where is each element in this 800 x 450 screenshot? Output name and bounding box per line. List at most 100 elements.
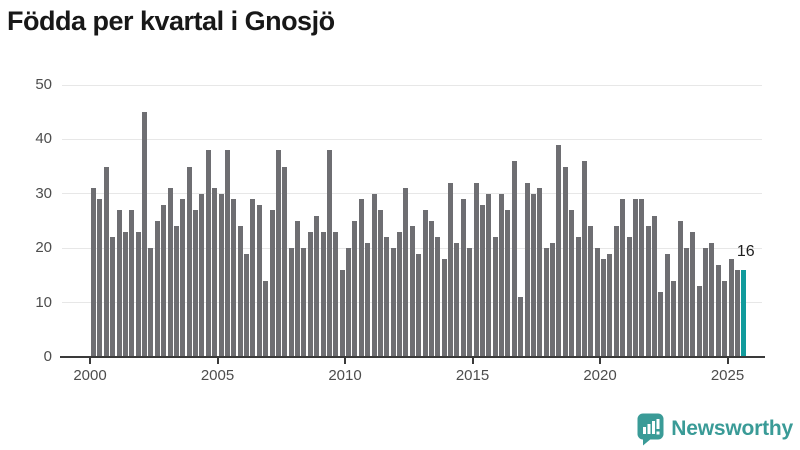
bar-2023-q2 (683, 248, 689, 357)
bar-2015-q2 (479, 204, 485, 357)
bar-2021-q1 (626, 237, 632, 357)
last-value-annotation: 16 (736, 242, 755, 260)
bar-2017-q1 (524, 182, 530, 357)
bar-2006-q4 (263, 280, 269, 357)
bar-2013-q2 (428, 221, 434, 357)
bar-2025-q1 (728, 259, 734, 357)
bar-2015-q1 (473, 182, 479, 357)
bar-2018-q1 (550, 242, 555, 357)
gridline-40 (62, 138, 762, 140)
bar-2005-q4 (237, 226, 243, 357)
bar-2019-q2 (581, 161, 587, 357)
y-axis-label-50: 50 (35, 76, 52, 93)
bar-2000-q4 (110, 237, 116, 357)
bar-2020-q3 (613, 226, 619, 357)
bar-2005-q2 (224, 150, 230, 357)
bar-2019-q4 (594, 248, 600, 357)
bar-2024-q1 (703, 248, 708, 357)
bar-2011-q1 (371, 193, 377, 357)
bar-2020-q4 (620, 199, 626, 357)
x-tick-2020 (599, 358, 601, 364)
bar-2011-q4 (390, 248, 396, 357)
bar-2010-q2 (352, 221, 358, 357)
y-axis-label-40: 40 (35, 130, 52, 148)
bar-2000-q2 (97, 199, 103, 357)
bar-2025-q3 (741, 269, 747, 357)
bar-2009-q1 (320, 231, 326, 357)
bar-2016-q2 (505, 210, 511, 357)
chart-title: Födda per kvartal i Gnosjö (7, 6, 335, 36)
x-axis-line (60, 356, 765, 358)
bar-2009-q4 (339, 269, 345, 357)
bar-2020-q2 (607, 253, 613, 357)
bar-2003-q3 (180, 199, 186, 357)
y-axis-label-0: 0 (43, 348, 52, 365)
bar-2008-q2 (301, 248, 307, 357)
bar-2015-q4 (492, 237, 498, 357)
bar-2010-q3 (358, 199, 364, 357)
bar-2007-q1 (269, 210, 275, 357)
bar-2022-q1 (652, 215, 657, 357)
bar-2004-q2 (199, 193, 205, 357)
bar-2002-q1 (142, 112, 147, 357)
bar-2012-q3 (409, 226, 415, 357)
bar-2007-q2 (275, 150, 281, 357)
bar-2014-q4 (467, 248, 473, 357)
y-axis-label-10: 10 (35, 293, 52, 311)
x-axis-label-2010: 2010 (328, 367, 362, 384)
bar-2019-q1 (575, 237, 581, 357)
bar-2016-q3 (511, 161, 517, 357)
bar-2002-q2 (148, 248, 154, 357)
bar-2006-q3 (256, 204, 262, 357)
bar-2010-q4 (365, 242, 371, 357)
bar-2014-q2 (454, 242, 460, 357)
bar-2006-q1 (244, 253, 249, 357)
bar-2016-q1 (499, 193, 504, 357)
bar-2009-q3 (333, 231, 339, 357)
bar-2024-q4 (722, 280, 728, 357)
bar-2008-q3 (307, 231, 313, 357)
bar-2023-q4 (696, 286, 702, 357)
y-axis-label-20: 20 (35, 239, 52, 257)
bar-2018-q4 (569, 210, 575, 357)
bar-2014-q3 (460, 199, 466, 357)
gridline-30 (62, 193, 762, 195)
bar-2004-q4 (212, 188, 218, 357)
bar-2007-q4 (288, 248, 294, 357)
brand-footer: Newsworthy (637, 412, 793, 446)
bar-2019-q3 (588, 226, 594, 357)
newsworthy-logo-icon (637, 413, 664, 446)
bar-2021-q3 (639, 199, 645, 357)
bar-2025-q2 (734, 269, 740, 357)
bar-2014-q1 (448, 182, 453, 357)
x-axis-label-2020: 2020 (583, 367, 617, 384)
bar-2018-q3 (562, 166, 568, 357)
bar-2017-q3 (537, 188, 543, 357)
bar-2006-q2 (250, 199, 256, 357)
bar-2008-q4 (314, 215, 320, 357)
bar-2020-q1 (601, 259, 606, 357)
bar-2000-q1 (91, 188, 96, 357)
x-tick-2025 (726, 358, 729, 364)
bar-2021-q4 (645, 226, 651, 357)
bar-2005-q3 (231, 199, 237, 357)
bar-2011-q3 (384, 237, 390, 357)
bar-2003-q4 (186, 166, 192, 357)
bar-2001-q2 (122, 231, 128, 357)
bar-2010-q1 (346, 248, 351, 357)
bar-2024-q2 (709, 242, 715, 357)
bar-2013-q4 (441, 259, 447, 357)
bar-2005-q1 (218, 193, 224, 357)
bar-2011-q2 (377, 210, 383, 357)
bar-2013-q1 (422, 210, 428, 357)
x-axis-label-2015: 2015 (455, 367, 490, 384)
bar-2013-q3 (435, 237, 441, 357)
bar-2000-q3 (103, 166, 109, 357)
x-axis-label-2005: 2005 (200, 367, 235, 384)
bar-2002-q3 (154, 221, 160, 357)
x-tick-2000 (89, 358, 91, 364)
bar-2017-q2 (530, 193, 536, 357)
bar-2007-q3 (282, 166, 288, 357)
bar-2012-q1 (397, 231, 402, 357)
